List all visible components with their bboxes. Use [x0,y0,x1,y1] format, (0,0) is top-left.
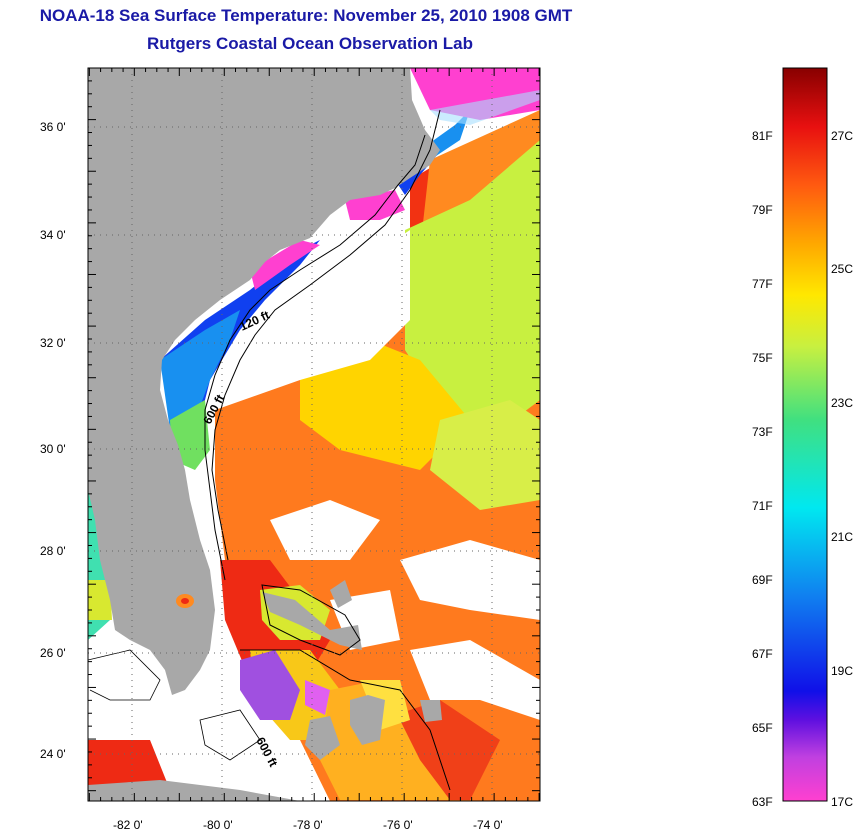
land-mass [88,68,440,695]
colorbar-f-63: 63F [752,795,773,809]
colorbar-c-19: 19C [831,664,853,678]
colorbar-f-75: 75F [752,351,773,365]
lon-label-76: -76 0' [383,818,413,832]
colorbar-f-77: 77F [752,277,773,291]
lat-label-30: 30 0' [40,442,66,456]
colorbar-c-23: 23C [831,396,853,410]
lon-label-74: -74 0' [473,818,503,832]
lat-label-28: 28 0' [40,544,66,558]
map-title: NOAA-18 Sea Surface Temperature: Novembe… [39,6,573,25]
colorbar-c-21: 21C [831,530,853,544]
lat-label-26: 26 0' [40,646,66,660]
colorbar-c-27: 27C [831,129,853,143]
lon-label-78: -78 0' [293,818,323,832]
colorbar [782,67,828,802]
colorbar-f-67: 67F [752,647,773,661]
sst-field [88,68,540,801]
grid-lines [88,68,540,801]
lat-label-32: 32 0' [40,336,66,350]
lat-label-36: 36 0' [40,120,66,134]
colorbar-c-25: 25C [831,262,853,276]
colorbar-f-71: 71F [752,499,773,513]
colorbar-f-81: 81F [752,129,773,143]
colorbar-f-79: 79F [752,203,773,217]
colorbar-f-73: 73F [752,425,773,439]
lat-label-24: 24 0' [40,747,66,761]
lon-label-82: -82 0' [113,818,143,832]
colorbar-f-69: 69F [752,573,773,587]
colorbar-c-17: 17C [831,795,853,809]
lon-label-80: -80 0' [203,818,233,832]
colorbar-f-65: 65F [752,721,773,735]
axis-ticks [88,67,540,801]
lat-label-34: 34 0' [40,228,66,242]
map-subtitle: Rutgers Coastal Ocean Observation Lab [147,34,473,53]
